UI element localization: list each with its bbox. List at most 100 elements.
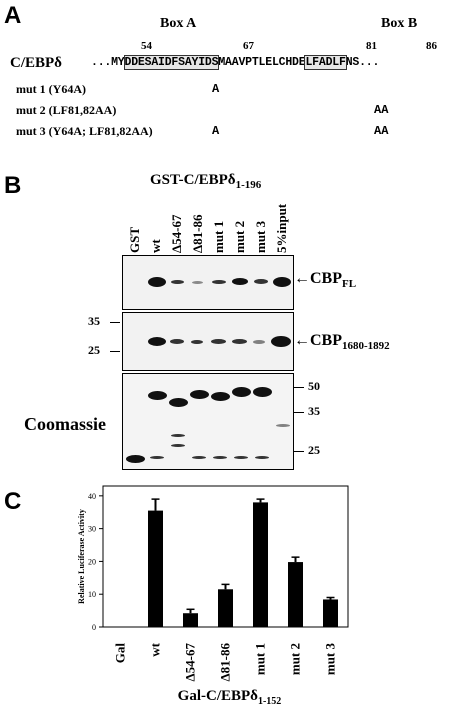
mutant-1-box-a-sub: A: [212, 82, 220, 96]
box-b-label: Box B: [381, 16, 418, 31]
blot2-band-d81: [191, 340, 203, 344]
bar-6: [323, 599, 338, 627]
y-tick-label-4: 40: [88, 492, 96, 501]
y-tick-label-1: 10: [88, 590, 96, 599]
blot1-band-input: [273, 277, 291, 287]
gel-minor-band-4: [192, 456, 206, 459]
cbp-fragment-name: CBP: [310, 332, 342, 349]
mw-right-35: 35: [308, 404, 320, 418]
blot2-band-d54: [170, 339, 184, 344]
x-tick-label-6: mut 3: [323, 643, 338, 676]
bar-1: [148, 510, 163, 627]
sequence-lead: ...MY: [91, 56, 125, 69]
cbp-fragment-sub: 1680-1892: [342, 340, 390, 353]
blot2-band-mut3: [253, 340, 265, 344]
x-tick-label-1: wt: [148, 642, 163, 656]
gel-minor-band-5: [213, 456, 227, 459]
sequence-line: ...MYDDESAIDFSAYIDSMAAVPTLELCHDELFADLFNS…: [91, 55, 380, 70]
mutant-3-box-a-sub: A: [212, 124, 220, 138]
lane-label-gst: GST: [127, 226, 142, 253]
blot2-band-wt: [148, 337, 166, 346]
box-a-label: Box A: [160, 16, 197, 31]
gst-construct-name: GST-C/EBPδ: [150, 172, 236, 188]
x-tick-label-5: mut 2: [288, 643, 303, 675]
blot1-band-d54: [171, 280, 184, 284]
panel-b-letter: B: [4, 172, 22, 199]
blot1-band-d81: [192, 281, 203, 284]
lane-label-d81-86: Δ81-86: [190, 214, 205, 253]
lane-label-mut3: mut 3: [253, 220, 268, 253]
blot1-band-mut1: [212, 280, 226, 284]
gel-minor-band-8: [276, 424, 290, 427]
panel-c-letter: C: [4, 488, 22, 515]
mutant-3-label: mut 3 (Y64A; LF81,82AA): [16, 124, 153, 138]
blot1-band-mut3: [254, 279, 268, 284]
cbp-fl-sub: FL: [342, 278, 357, 291]
gst-construct-header: GST-C/EBPδ1-196: [150, 172, 261, 191]
gst-construct-range: 1-196: [235, 179, 262, 191]
mw-right-35-tick: [294, 412, 304, 413]
x-tick-label-2: Δ54-67: [183, 643, 198, 682]
mw-left-35-tick: [110, 322, 120, 323]
panel-a-letter: A: [4, 2, 22, 29]
mutant-2-label: mut 2 (LF81,82AA): [16, 103, 117, 117]
gel-minor-band-1: [171, 434, 185, 437]
y-tick-label-3: 30: [88, 525, 96, 534]
cbp-fl-marker: ←CBPFL: [294, 270, 357, 291]
mutant-2-box-b-sub: AA: [374, 103, 389, 117]
position-86: 86: [426, 40, 437, 52]
blot1-band-mut2: [232, 278, 248, 285]
lane-label-mut1: mut 1: [211, 220, 226, 253]
bar-5: [288, 562, 303, 627]
coomassie-gel: [122, 373, 294, 470]
y-tick-label-0: 0: [92, 623, 96, 632]
gel-minor-band-3: [150, 456, 164, 459]
blot1-band-wt: [148, 277, 166, 287]
mutant-3-box-b-sub: AA: [374, 124, 389, 138]
lane-label-d54-67: Δ54-67: [169, 214, 184, 253]
x-tick-label-0: Gal: [113, 643, 128, 664]
bar-3: [218, 589, 233, 627]
x-tick-label-4: mut 1: [253, 643, 268, 675]
gel-minor-band-2: [171, 444, 185, 447]
y-axis-label: Relative Luciferase Activity: [77, 509, 86, 604]
x-tick-label-3: Δ81-86: [218, 643, 233, 682]
gel-wt-band: [148, 391, 167, 400]
bar-2: [183, 613, 198, 627]
mw-right-50-tick: [294, 387, 304, 388]
cbp-fragment-marker: ←CBP1680-1892: [294, 332, 390, 353]
position-67: 67: [243, 40, 254, 52]
mw-right-25: 25: [308, 443, 320, 457]
gel-d81-band: [190, 390, 209, 399]
gel-minor-band-7: [255, 456, 269, 459]
blot2-band-mut2: [232, 339, 247, 344]
mw-left-25: 25: [88, 343, 100, 357]
blot2-band-input: [271, 336, 291, 347]
box-a-sequence: DDESAIDFSAYIDS: [123, 55, 220, 70]
sequence-middle: MAAVPTLELCHDE: [218, 56, 306, 69]
blot2-band-mut1: [211, 339, 226, 344]
bar-4: [253, 502, 268, 627]
gel-mut3-band: [253, 387, 272, 397]
mw-left-35: 35: [88, 314, 100, 328]
cbp-fl-name: CBP: [310, 270, 342, 287]
mutant-1-label: mut 1 (Y64A): [16, 82, 86, 96]
lane-label-wt: wt: [148, 239, 163, 253]
box-b-sequence: LFADLF: [304, 55, 347, 70]
protein-name: C/EBPδ: [10, 55, 62, 71]
x-axis-label-main: Gal-C/EBPδ: [178, 688, 259, 704]
position-54: 54: [141, 40, 152, 52]
gel-d54-band: [169, 398, 188, 407]
x-axis-label: Gal-C/EBPδ1-152: [178, 688, 282, 707]
sequence-tail: NS...: [345, 56, 380, 69]
cbp-fl-blot: [122, 255, 294, 310]
mw-right-25-tick: [294, 451, 304, 452]
mw-left-25-tick: [110, 351, 120, 352]
lane-label-input: 5%input: [274, 203, 289, 253]
x-axis-label-sub: 1-152: [258, 696, 281, 707]
gel-minor-band-6: [234, 456, 248, 459]
y-tick-label-2: 20: [88, 557, 96, 566]
cbp-fragment-blot: [122, 312, 294, 371]
